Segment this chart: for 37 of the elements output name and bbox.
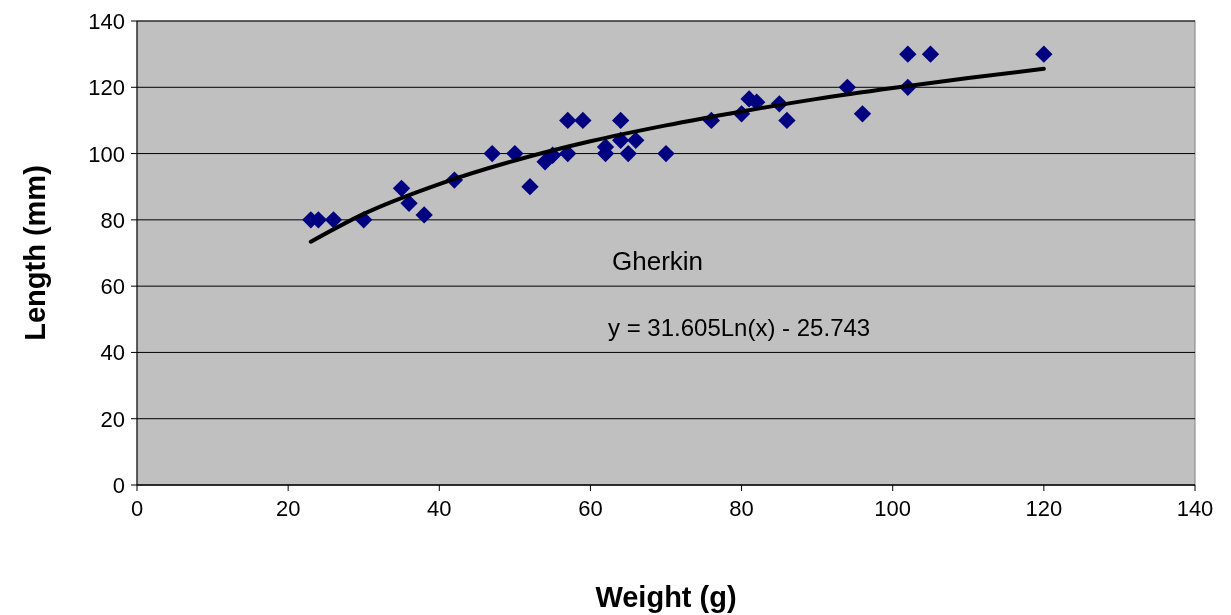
x-tick-label: 0 (130, 496, 144, 521)
y-axis-title: Length (mm) (19, 165, 51, 341)
point (627, 131, 645, 149)
point (521, 178, 539, 196)
y-tick-label: 80 (100, 207, 125, 233)
x-tick-label: 80 (729, 496, 754, 521)
point (619, 144, 637, 163)
point (899, 45, 917, 63)
x-tick-label: 40 (427, 496, 452, 521)
point (324, 211, 343, 229)
point (921, 45, 940, 63)
point (853, 105, 872, 123)
y-tick-label: 40 (100, 340, 125, 366)
point (559, 111, 577, 130)
point (778, 111, 796, 130)
point (400, 194, 418, 212)
annotation: Gherkin (612, 246, 704, 276)
annotation: y = 31.605Ln(x) - 25.743 (608, 314, 871, 341)
y-tick-label: 140 (88, 9, 125, 34)
y-tick-label: 120 (88, 75, 125, 101)
point (574, 111, 592, 130)
point (392, 179, 411, 198)
point (612, 111, 630, 130)
x-tick-label: 100 (874, 496, 912, 521)
x-axis-title: Weight (g) (595, 581, 737, 613)
point (415, 206, 433, 224)
y-tick-label: 20 (100, 406, 125, 432)
x-tick-label: 60 (578, 496, 603, 521)
x-tick-label: 120 (1025, 496, 1063, 521)
y-tick-label: 0 (112, 473, 125, 498)
point (657, 144, 675, 163)
point (1035, 45, 1053, 63)
x-tick-label: 140 (1176, 496, 1214, 521)
x-tick-label: 20 (275, 496, 301, 521)
y-tick-label: 60 (100, 274, 125, 300)
point (483, 144, 501, 163)
y-tick-label: 100 (88, 141, 125, 167)
